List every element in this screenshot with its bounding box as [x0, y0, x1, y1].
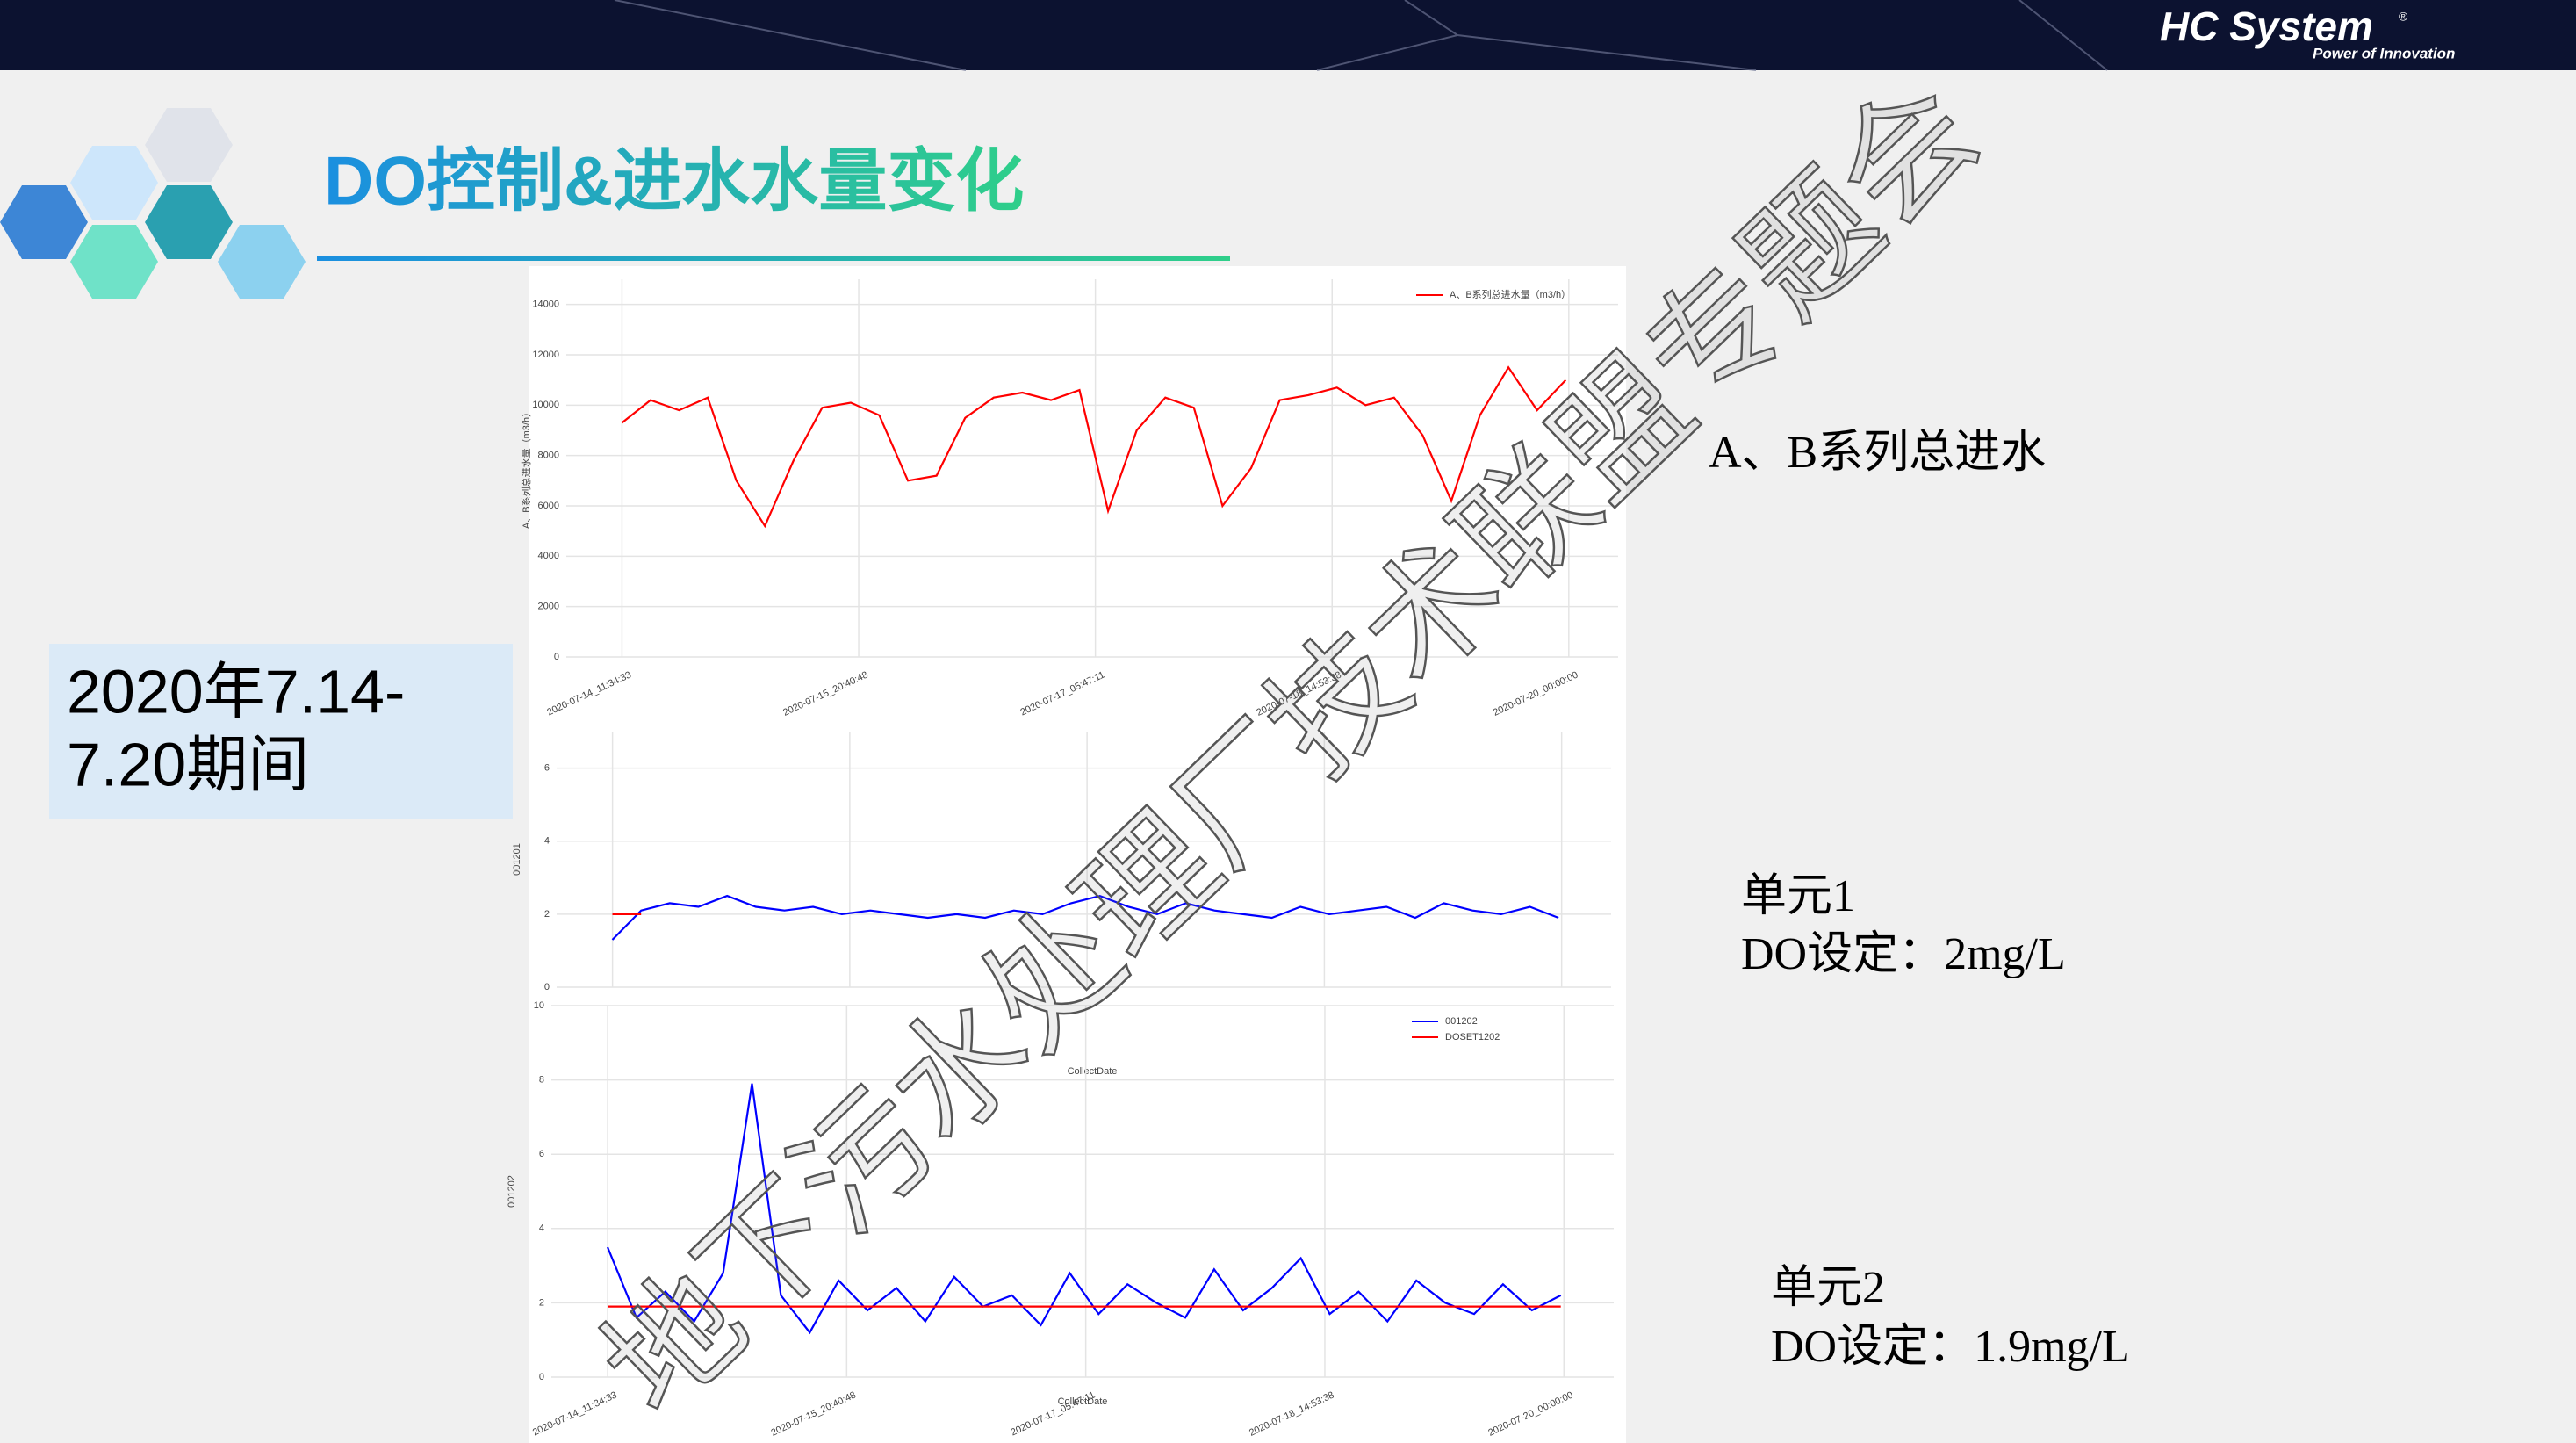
unit-label: 单元2: [1771, 1263, 1885, 1313]
y-tick-label: 10: [534, 1000, 544, 1011]
title-underline: [317, 256, 1230, 261]
period-line: 7.20期间: [67, 730, 309, 798]
chart-bg: [529, 720, 1626, 996]
y-tick-label: 4: [544, 836, 550, 847]
y-tick-label: 0: [539, 1372, 544, 1382]
legend-label: 001202: [1445, 1016, 1478, 1027]
y-axis-label: 001201: [512, 843, 522, 876]
y-tick-label: 2: [539, 1297, 544, 1308]
registered-mark: ®: [2399, 10, 2408, 24]
y-tick-label: 4000: [538, 551, 559, 561]
y-tick-label: 14000: [532, 299, 559, 310]
legend-label: A、B系列总进水量（m3/h）: [1450, 288, 1571, 300]
data-line: [606, 1083, 1562, 1335]
setpoint-label: DO设定：2mg/L: [1741, 929, 2066, 979]
y-axis-label: A、B系列总进水量（m3/h）: [520, 408, 532, 529]
header-band: [0, 0, 2576, 70]
period-box: [49, 644, 513, 819]
slide-title: DO控制&进水水量变化: [324, 142, 1024, 220]
y-tick-label: 0: [554, 652, 559, 662]
y-tick-label: 8000: [538, 451, 559, 461]
y-tick-label: 6: [544, 762, 550, 773]
unit-label: 单元1: [1741, 871, 1855, 921]
chart-bg: [529, 996, 1626, 1443]
data-line: [621, 365, 1567, 529]
y-axis-label: 001202: [507, 1175, 517, 1208]
setpoint-label: DO设定：1.9mg/L: [1771, 1322, 2130, 1372]
chart-bg: [529, 266, 1626, 720]
inflow-label: A、B系列总进水: [1709, 428, 2046, 478]
period-line: 2020年7.14-: [67, 657, 405, 725]
y-tick-label: 2: [544, 909, 550, 920]
y-tick-label: 6000: [538, 501, 559, 511]
data-line: [611, 894, 1559, 941]
hexagons: [0, 108, 306, 299]
y-tick-label: 0: [544, 982, 550, 992]
slogan: Power of Innovation: [2313, 45, 2455, 61]
legend-label: DOSET1202: [1445, 1032, 1500, 1043]
x-axis-label: CollectDate: [1058, 1396, 1108, 1407]
y-tick-label: 10000: [532, 400, 559, 410]
x-axis-label: CollectDate: [1068, 1066, 1118, 1077]
y-tick-label: 2000: [538, 602, 559, 612]
header-decoration: [614, 0, 2108, 71]
y-tick-label: 4: [539, 1223, 544, 1234]
y-tick-label: 6: [539, 1149, 544, 1159]
brand: HC System: [2160, 4, 2373, 49]
y-tick-label: 12000: [532, 350, 559, 360]
y-tick-label: 8: [539, 1075, 544, 1086]
